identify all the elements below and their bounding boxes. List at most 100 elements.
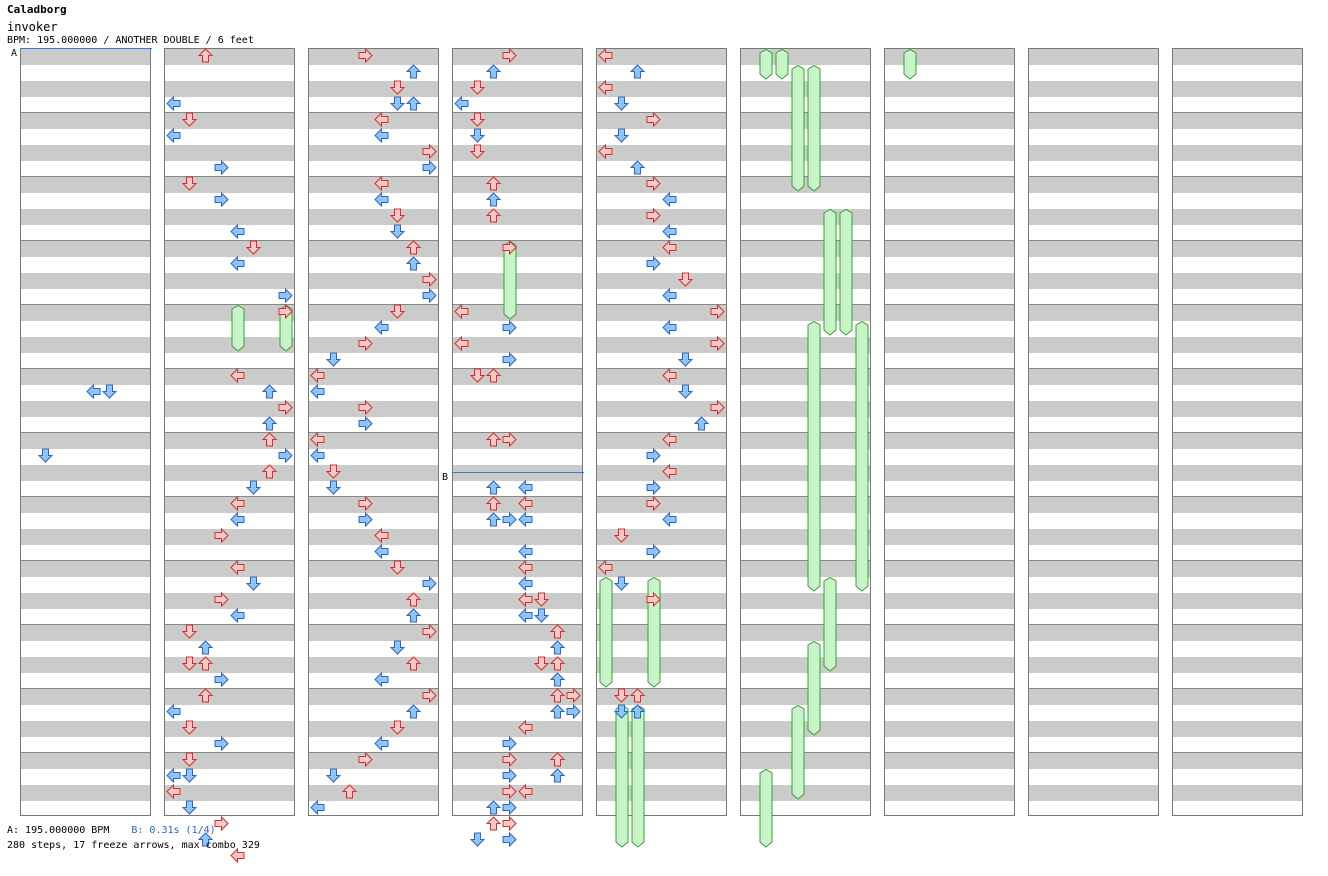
- marker-line: [452, 472, 584, 473]
- measure-line: [21, 112, 150, 113]
- chart-column: [1172, 48, 1303, 816]
- step-arrow-up: [485, 64, 502, 79]
- measure-line: [21, 560, 150, 561]
- measure-line: [165, 176, 294, 177]
- step-arrow-down: [469, 80, 486, 95]
- step-arrow-left: [230, 607, 245, 624]
- step-arrow-up: [485, 176, 502, 191]
- marker-label: A: [11, 48, 18, 59]
- measure-line: [1173, 368, 1302, 369]
- measure-line: [453, 752, 582, 753]
- measure-line: [597, 560, 726, 561]
- step-arrow-right: [422, 687, 437, 704]
- measure-line: [309, 240, 438, 241]
- step-arrow-down: [389, 80, 406, 95]
- step-arrow-left: [374, 127, 389, 144]
- step-arrow-left: [310, 799, 325, 816]
- step-arrow-right: [214, 159, 229, 176]
- measure-line: [165, 304, 294, 305]
- step-arrow-down: [469, 144, 486, 159]
- step-arrow-left: [230, 255, 245, 272]
- step-arrow-right: [502, 47, 517, 64]
- step-arrow-left: [230, 559, 245, 576]
- step-arrow-right: [214, 671, 229, 688]
- step-arrow-up: [549, 656, 566, 671]
- step-arrow-left: [598, 559, 613, 576]
- chart-column: [308, 48, 439, 816]
- step-arrow-left: [518, 479, 533, 496]
- measure-line: [741, 496, 870, 497]
- step-arrow-up: [405, 592, 422, 607]
- freeze-arrow: [775, 48, 789, 80]
- freeze-arrow: [823, 208, 837, 336]
- step-arrow-up: [341, 784, 358, 799]
- step-arrow-down: [389, 208, 406, 223]
- measure-line: [1173, 624, 1302, 625]
- step-arrow-up: [405, 96, 422, 111]
- step-arrow-down: [389, 640, 406, 655]
- measure-line: [885, 368, 1014, 369]
- step-arrow-right: [422, 623, 437, 640]
- measure-line: [597, 752, 726, 753]
- step-arrow-left: [374, 735, 389, 752]
- measure-line: [741, 304, 870, 305]
- freeze-arrow: [855, 320, 869, 592]
- step-arrow-down: [325, 480, 342, 495]
- stop-legend: B: 0.31s (1/4): [131, 825, 216, 836]
- step-arrow-right: [358, 495, 373, 512]
- step-arrow-right: [278, 447, 293, 464]
- step-arrow-up: [629, 160, 646, 175]
- measure-line: [1173, 176, 1302, 177]
- step-arrow-left: [374, 543, 389, 560]
- step-arrow-right: [358, 335, 373, 352]
- step-arrow-right: [358, 415, 373, 432]
- measure-line: [165, 432, 294, 433]
- step-arrow-right: [358, 751, 373, 768]
- chart-stats: 280 steps, 17 freeze arrows, max combo 3…: [7, 840, 260, 851]
- step-arrow-down: [181, 624, 198, 639]
- measure-line: [165, 688, 294, 689]
- step-arrow-left: [598, 143, 613, 160]
- step-arrow-left: [374, 191, 389, 208]
- step-arrow-down: [469, 112, 486, 127]
- step-arrow-left: [454, 95, 469, 112]
- step-arrow-left: [310, 383, 325, 400]
- chart-meta: BPM: 195.000000 / ANOTHER DOUBLE / 6 fee…: [7, 35, 254, 46]
- step-arrow-up: [485, 480, 502, 495]
- step-arrow-left: [518, 543, 533, 560]
- measure-line: [597, 240, 726, 241]
- step-arrow-right: [422, 143, 437, 160]
- measure-line: [741, 368, 870, 369]
- step-arrow-up: [549, 640, 566, 655]
- measure-line: [741, 560, 870, 561]
- measure-line: [453, 688, 582, 689]
- measure-line: [453, 304, 582, 305]
- step-arrow-left: [166, 783, 181, 800]
- step-arrow-right: [646, 447, 661, 464]
- freeze-arrow: [231, 304, 245, 352]
- step-arrow-left: [518, 719, 533, 736]
- measure-line: [21, 304, 150, 305]
- measure-line: [741, 752, 870, 753]
- step-arrow-up: [197, 832, 214, 847]
- measure-line: [1173, 304, 1302, 305]
- step-arrow-left: [374, 671, 389, 688]
- step-arrow-right: [646, 543, 661, 560]
- freeze-arrow: [823, 576, 837, 672]
- step-arrow-up: [485, 208, 502, 223]
- measure-line: [21, 176, 150, 177]
- step-arrow-left: [310, 431, 325, 448]
- step-arrow-right: [646, 479, 661, 496]
- measure-line: [597, 304, 726, 305]
- step-arrow-left: [374, 175, 389, 192]
- step-arrow-right: [214, 815, 229, 832]
- measure-line: [1029, 688, 1158, 689]
- step-arrow-up: [485, 496, 502, 511]
- step-arrow-down: [245, 480, 262, 495]
- measure-line: [309, 752, 438, 753]
- step-arrow-left: [230, 367, 245, 384]
- step-arrow-left: [518, 783, 533, 800]
- measure-line: [597, 112, 726, 113]
- step-arrow-right: [566, 687, 581, 704]
- song-artist: invoker: [7, 20, 58, 34]
